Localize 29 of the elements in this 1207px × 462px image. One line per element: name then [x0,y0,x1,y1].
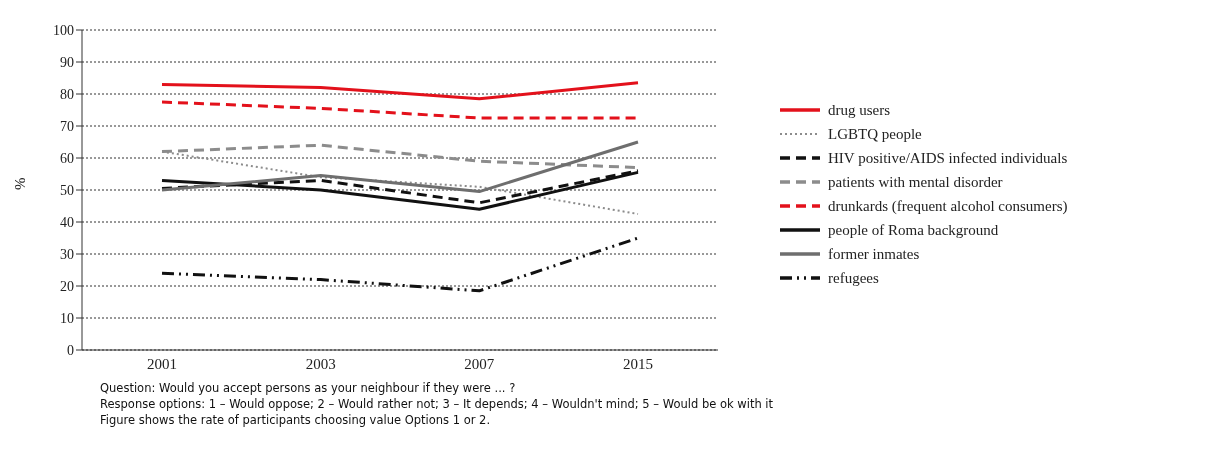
x-tick-label: 2007 [464,355,495,372]
text: Response options: 1 – Would oppose; 2 – Would rather not; 3 – It depends; 4 – Wouldn't mind; 5 – Would be ok with it [100,396,775,412]
x-tick-label: 2001 [147,355,177,372]
legend-label: HIV positive/AIDS infected individuals [828,149,1068,167]
y-tick-label: 100 [53,22,74,38]
text: Question: Would you accept persons as your neighbour if they were ... ? [100,380,517,396]
y-tick-label: 90 [60,54,74,70]
legend-label: drunkards (frequent alcohol consumers) [828,197,1068,215]
legend-label: patients with mental disorder [828,173,1003,191]
y-tick-label: 40 [60,214,74,230]
x-tick-label: 2015 [623,355,653,372]
legend-label: people of Roma background [828,221,999,239]
y-tick-label: 20 [60,278,74,294]
legend-label: LGBTQ people [828,125,922,143]
x-tick-label: 2003 [305,355,336,372]
y-tick-label: 60 [60,150,74,166]
y-tick-label: 30 [60,246,74,262]
y-tick-label: 0 [67,342,74,358]
legend-label: former inmates [828,245,920,263]
y-tick-label: 50 [60,182,74,198]
legend-label: refugees [828,269,879,287]
y-tick-label: 80 [60,86,74,102]
legend-label: drug users [828,101,891,119]
y-axis-title: % [12,177,29,190]
y-tick-label: 70 [60,118,74,134]
y-tick-label: 10 [60,310,74,326]
line-series [160,236,640,293]
text: Figure shows the rate of participants choosing value Options 1 or 2. [100,412,492,428]
line-series [160,81,640,101]
